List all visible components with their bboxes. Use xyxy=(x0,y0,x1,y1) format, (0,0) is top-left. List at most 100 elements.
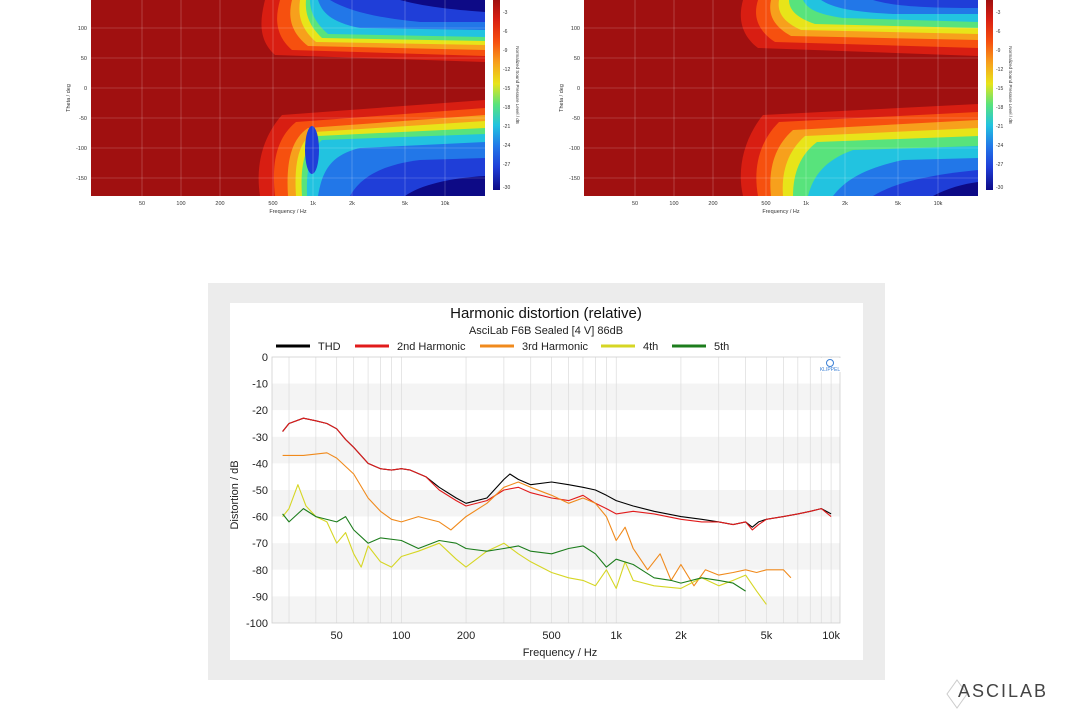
x-tick: 50 xyxy=(139,201,145,207)
y-tick: -50 xyxy=(572,116,580,122)
y-tick: -100 xyxy=(569,146,580,152)
colorbar-tick: -21 xyxy=(503,124,510,130)
grid-band xyxy=(272,383,840,411)
harmonic-distortion-chart: Harmonic distortion (relative) AsciLab F… xyxy=(230,305,842,659)
y-tick: 50 xyxy=(574,56,580,62)
grid-band xyxy=(272,357,840,384)
y-axis-label: Theta / deg xyxy=(559,84,565,112)
y-tick: 0 xyxy=(84,86,87,92)
y-axis-label: Distortion / dB xyxy=(230,460,241,529)
colorbar-tick: -6 xyxy=(996,29,1001,35)
x-tick: 10k xyxy=(441,201,450,207)
klippel-badge-dot xyxy=(826,359,834,367)
x-tick-label: 500 xyxy=(542,630,560,642)
y-tick: 100 xyxy=(571,26,580,32)
klippel-badge-text: KLIPPEL xyxy=(820,367,841,373)
x-tick: 100 xyxy=(176,201,185,207)
x-tick: 2k xyxy=(842,201,848,207)
series-line xyxy=(282,484,767,605)
colorbar-tick: -21 xyxy=(996,124,1003,130)
heatmap-upper-lobe xyxy=(261,0,485,62)
y-tick-label: -30 xyxy=(252,432,268,444)
plot-grid xyxy=(271,356,841,624)
colorbar-tick: -12 xyxy=(503,67,510,73)
y-tick-label: -90 xyxy=(252,591,268,603)
chart-title: Harmonic distortion (relative) xyxy=(450,305,642,322)
x-axis-ticks: 50 100 200 500 1k 2k 5k 10k xyxy=(331,630,841,642)
colorbar-label: Normalized Sound Pressure Level / dB xyxy=(1008,46,1013,124)
series-line xyxy=(282,452,792,587)
y-tick-label: -40 xyxy=(252,458,268,470)
grid-band xyxy=(272,516,840,544)
x-tick-label: 100 xyxy=(392,630,410,642)
ascilab-logo-icon xyxy=(946,679,968,709)
colorbar-tick: -6 xyxy=(503,29,508,35)
x-axis-label: Frequency / Hz xyxy=(523,647,598,659)
harmonic-distortion-frame: Harmonic distortion (relative) AsciLab F… xyxy=(208,283,885,680)
series-line xyxy=(282,508,746,592)
y-tick: -100 xyxy=(76,146,87,152)
colorbar-tick: -3 xyxy=(996,10,1001,16)
heatmap-lower-lobe xyxy=(740,104,978,196)
colorbar-tick: -15 xyxy=(503,86,510,92)
heatmap-lower-lobe xyxy=(258,100,485,196)
colorbar-tick: -30 xyxy=(996,185,1003,191)
x-tick-label: 5k xyxy=(761,630,773,642)
colorbar-tick: -24 xyxy=(996,143,1003,149)
x-tick: 200 xyxy=(215,201,224,207)
colorbar xyxy=(986,0,993,190)
polar-grid xyxy=(91,0,485,196)
legend-label: 2nd Harmonic xyxy=(397,341,466,353)
y-tick-label: -80 xyxy=(252,565,268,577)
chart-legend: THD 2nd Harmonic 3rd Harmonic 4th 5th xyxy=(276,341,729,353)
x-tick: 5k xyxy=(895,201,901,207)
x-tick: 1k xyxy=(803,201,809,207)
klippel-badge: KLIPPEL xyxy=(818,358,842,373)
legend-label: THD xyxy=(318,341,341,353)
x-axis-label: Frequency / Hz xyxy=(762,209,800,215)
y-tick: -150 xyxy=(569,176,580,182)
y-tick: 100 xyxy=(78,26,87,32)
x-tick: 1k xyxy=(310,201,316,207)
polar-map-right: 100 50 0 -50 -100 -150 50 100 200 500 1k… xyxy=(559,0,1013,215)
colorbar-tick: -27 xyxy=(503,162,510,168)
grid-band xyxy=(272,596,840,623)
ascilab-logo-text: ASCILAB xyxy=(958,681,1049,701)
y-tick-label: -20 xyxy=(252,405,268,417)
y-axis-ticks: 0 -10 -20 -30 -40 -50 -60 -70 -80 -90 -100 xyxy=(246,352,268,630)
colorbar-tick: -24 xyxy=(503,143,510,149)
y-axis-label: Theta / deg xyxy=(66,84,72,112)
legend-label: 3rd Harmonic xyxy=(522,341,589,353)
x-tick: 200 xyxy=(708,201,717,207)
plot-series xyxy=(282,417,832,605)
heatmap-upper-lobe xyxy=(740,0,978,56)
x-tick: 500 xyxy=(761,201,770,207)
polar-map-left: 100 50 0 -50 -100 -150 50 100 200 500 1k… xyxy=(66,0,520,215)
y-tick-label: 0 xyxy=(262,352,268,364)
y-tick: -150 xyxy=(76,176,87,182)
polar-grid xyxy=(584,0,978,196)
y-tick: -50 xyxy=(79,116,87,122)
legend-label: 4th xyxy=(643,341,658,353)
x-tick-label: 1k xyxy=(610,630,622,642)
y-tick-label: -60 xyxy=(252,512,268,524)
x-tick: 5k xyxy=(402,201,408,207)
y-tick: 50 xyxy=(81,56,87,62)
grid-band xyxy=(272,490,840,517)
colorbar-tick: -27 xyxy=(996,162,1003,168)
colorbar-tick: -18 xyxy=(503,105,510,111)
series-line xyxy=(282,417,832,531)
harmonic-distortion-panel: Harmonic distortion (relative) AsciLab F… xyxy=(230,303,863,660)
chart-subtitle: AsciLab F6B Sealed [4 V] 86dB xyxy=(469,325,623,337)
colorbar-tick: -9 xyxy=(503,48,508,54)
y-tick-label: -100 xyxy=(246,618,268,630)
colorbar-tick: -12 xyxy=(996,67,1003,73)
colorbar-tick: -3 xyxy=(503,10,508,16)
plot-border xyxy=(271,356,841,624)
x-tick: 2k xyxy=(349,201,355,207)
x-tick-label: 10k xyxy=(822,630,840,642)
x-tick: 500 xyxy=(268,201,277,207)
x-tick: 100 xyxy=(669,201,678,207)
y-tick: 0 xyxy=(577,86,580,92)
colorbar-tick: -18 xyxy=(996,105,1003,111)
